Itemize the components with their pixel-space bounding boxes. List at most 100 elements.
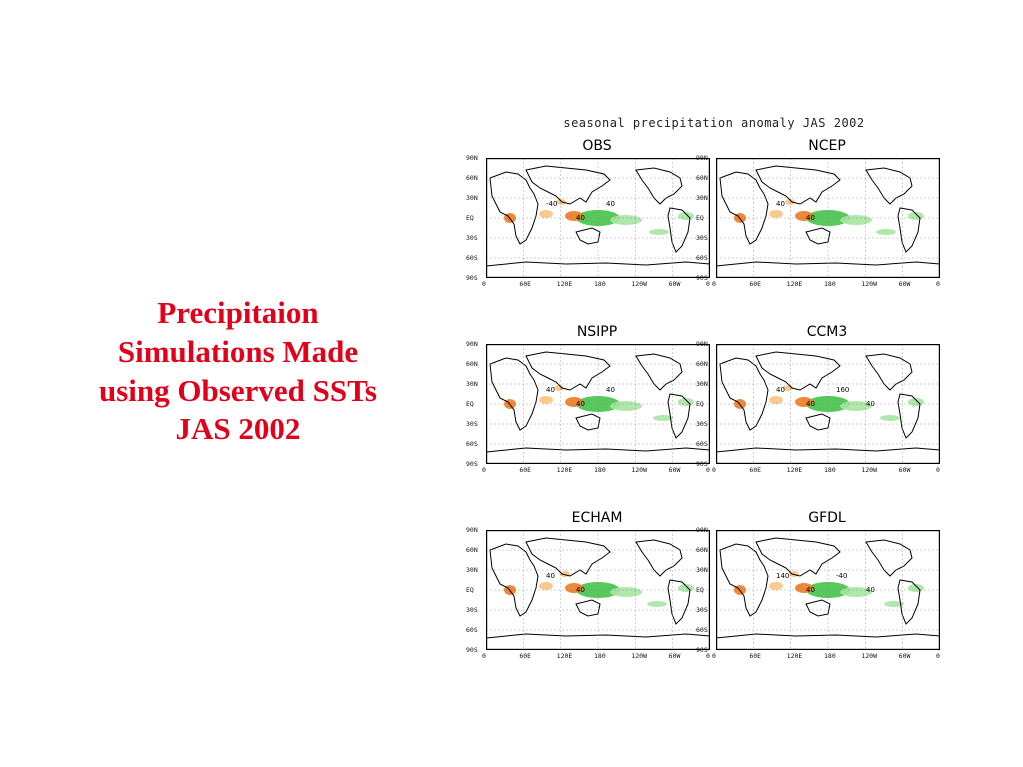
lon-label: 0 bbox=[936, 652, 940, 660]
lat-label: EQ bbox=[466, 400, 474, 408]
lat-label: 30N bbox=[696, 566, 708, 574]
lat-label: 30N bbox=[466, 566, 478, 574]
coastline bbox=[805, 227, 831, 245]
lat-label: 90N bbox=[696, 340, 708, 348]
coastline bbox=[489, 543, 539, 617]
lat-label: 30S bbox=[696, 234, 708, 242]
lon-label: 120E bbox=[556, 652, 573, 660]
anomaly-region bbox=[678, 398, 694, 406]
lon-label: 120W bbox=[631, 466, 647, 474]
coastline bbox=[865, 539, 913, 577]
lat-label: 30S bbox=[466, 234, 478, 242]
contour-label: 40 bbox=[776, 200, 785, 208]
coastline bbox=[755, 351, 841, 391]
lat-label: 30S bbox=[466, 420, 478, 428]
lat-label: 30S bbox=[466, 606, 478, 614]
lat-label: 60S bbox=[466, 254, 478, 262]
lat-label: 60S bbox=[466, 440, 478, 448]
coastline bbox=[667, 579, 691, 625]
coastline bbox=[716, 447, 940, 453]
lon-label: 120W bbox=[861, 652, 877, 660]
world-map: 140 40 -40 40 bbox=[716, 530, 940, 650]
anomaly-region bbox=[653, 415, 673, 421]
contour-label: 40 bbox=[806, 214, 815, 222]
anomaly-region bbox=[678, 212, 694, 220]
anomaly-region bbox=[840, 401, 872, 411]
lat-label: EQ bbox=[466, 586, 474, 594]
lat-label: 90S bbox=[696, 460, 708, 468]
panel-label-gfdl: GFDL bbox=[808, 510, 846, 526]
lon-label: 180 bbox=[594, 280, 606, 288]
anomaly-region bbox=[678, 584, 694, 592]
lat-label: 60N bbox=[696, 360, 708, 368]
lon-label: 60W bbox=[668, 466, 681, 474]
precipitation-anomaly-figure: seasonal precipitation anomaly JAS 2002 … bbox=[464, 112, 964, 672]
anomaly-region bbox=[769, 582, 783, 590]
world-map: 40 40 40 bbox=[486, 344, 710, 464]
coastline bbox=[805, 599, 831, 617]
anomaly-region bbox=[908, 398, 924, 406]
lat-label: 90S bbox=[696, 646, 708, 654]
lon-label: 60W bbox=[898, 280, 911, 288]
coastline bbox=[719, 357, 769, 431]
anomaly-region bbox=[649, 229, 669, 235]
lon-label: 0 bbox=[712, 280, 716, 288]
map-panel-obs: -40 40 40 bbox=[486, 158, 710, 278]
anomaly-region bbox=[647, 601, 667, 607]
lat-label: 90N bbox=[466, 154, 478, 162]
lon-label: 60E bbox=[519, 652, 532, 660]
lon-label: 120W bbox=[861, 280, 877, 288]
lon-label: 120E bbox=[556, 466, 573, 474]
panel-label-ccm3: CCM3 bbox=[806, 324, 848, 340]
slide-title-line: Precipitaion bbox=[157, 295, 319, 330]
lon-label: 60E bbox=[519, 466, 532, 474]
coastline bbox=[719, 171, 769, 245]
slide-title-line: using Observed SSTs bbox=[99, 372, 377, 408]
contour-label: 40 bbox=[806, 400, 815, 408]
coastline bbox=[755, 165, 841, 205]
coastline bbox=[575, 413, 601, 431]
lat-label: 90N bbox=[466, 340, 478, 348]
contour-label: 40 bbox=[546, 572, 555, 580]
lon-label: 0 bbox=[482, 280, 486, 288]
lon-label: 120E bbox=[786, 280, 803, 288]
coastline bbox=[635, 353, 683, 391]
anomaly-region bbox=[610, 401, 642, 411]
lat-label: 60S bbox=[696, 254, 708, 262]
coastline bbox=[489, 171, 539, 245]
anomaly-region bbox=[884, 601, 904, 607]
lon-label: 0 bbox=[706, 466, 710, 474]
anomaly-region bbox=[565, 397, 583, 407]
anomaly-region bbox=[554, 385, 564, 391]
anomaly-region bbox=[785, 199, 795, 205]
coastline bbox=[716, 633, 940, 639]
coastline bbox=[635, 167, 683, 205]
coastline bbox=[635, 539, 683, 577]
lon-label: 0 bbox=[706, 652, 710, 660]
contour-label: 40 bbox=[606, 200, 615, 208]
lon-label: 60W bbox=[898, 466, 911, 474]
lon-label: 120W bbox=[631, 280, 647, 288]
anomaly-region bbox=[539, 582, 553, 590]
lat-label: EQ bbox=[466, 214, 474, 222]
lat-label: 60N bbox=[466, 360, 478, 368]
anomaly-region bbox=[795, 211, 813, 221]
lon-label: 180 bbox=[824, 652, 836, 660]
lon-label: 0 bbox=[706, 280, 710, 288]
coastline bbox=[486, 261, 710, 267]
coastline bbox=[525, 351, 611, 391]
lat-label: EQ bbox=[696, 586, 704, 594]
coastline bbox=[575, 227, 601, 245]
lon-label: 180 bbox=[594, 466, 606, 474]
contour-label: 40 bbox=[866, 586, 875, 594]
coastline bbox=[805, 413, 831, 431]
lat-label: 30N bbox=[466, 380, 478, 388]
panel-label-nsipp: NSIPP bbox=[576, 324, 618, 340]
panel-label-obs: OBS bbox=[582, 138, 612, 154]
coastline bbox=[489, 357, 539, 431]
map-panel-echam: 40 40 bbox=[486, 530, 710, 650]
lon-label: 60W bbox=[898, 652, 911, 660]
lon-label: 0 bbox=[482, 652, 486, 660]
lat-label: 60S bbox=[696, 440, 708, 448]
lon-label: 120E bbox=[786, 652, 803, 660]
